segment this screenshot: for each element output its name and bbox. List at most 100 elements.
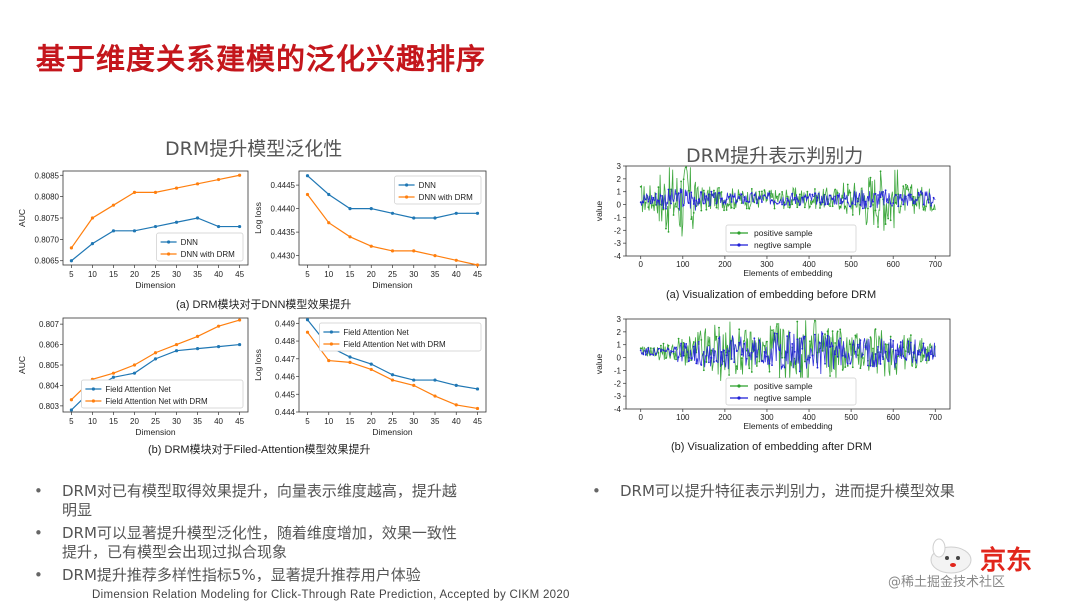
data-point <box>791 203 794 206</box>
data-point <box>237 173 242 177</box>
data-point <box>904 183 907 186</box>
y-tick-label: 0.4440 <box>271 205 296 214</box>
data-point <box>829 375 831 377</box>
bullet-item: DRM可以显著提升模型泛化性，随着维度增加，效果一致性提升，已有模型会出现过拟合… <box>32 524 462 562</box>
right-bullet-list: DRM可以提升特征表示判别力，进而提升模型效果 <box>590 482 1010 505</box>
dnn-auc-chart: 5 10 15 20 25 30 35 40 45 0.8065 0.8070 0.8075 0.808… <box>17 170 249 290</box>
data-point <box>750 188 753 190</box>
data-point <box>907 194 910 197</box>
data-point <box>854 334 857 337</box>
data-point <box>856 200 859 203</box>
data-point <box>907 340 910 343</box>
data-point <box>715 202 718 205</box>
data-point <box>90 242 95 246</box>
x-tick-label: 20 <box>130 270 139 279</box>
data-point <box>917 191 920 194</box>
data-point <box>909 193 912 196</box>
data-point <box>670 350 672 352</box>
data-point <box>874 209 877 212</box>
caption-dnn: (a) DRM模块对于DNN模型效果提升 <box>176 299 352 311</box>
data-point <box>652 354 655 356</box>
x-tick-label: 0 <box>639 413 644 422</box>
x-tick-label: 500 <box>844 413 858 422</box>
data-point <box>700 339 703 341</box>
data-point <box>90 216 95 220</box>
data-point <box>846 201 849 204</box>
x-tick-label: 25 <box>151 270 160 279</box>
data-point <box>682 204 685 207</box>
legend-box <box>319 322 482 352</box>
data-point <box>735 365 738 368</box>
data-point <box>892 340 895 342</box>
data-point <box>710 349 713 352</box>
data-point <box>808 193 811 196</box>
data-point <box>728 374 730 376</box>
x-tick-label: 600 <box>887 413 901 422</box>
data-point <box>793 350 796 353</box>
data-point <box>695 199 698 202</box>
legend-marker <box>167 252 171 256</box>
data-point <box>834 353 837 356</box>
data-point <box>740 353 743 356</box>
y-tick-label: -1 <box>614 213 622 222</box>
x-axis-label: Elements of embedding <box>743 268 833 278</box>
data-point <box>788 203 791 206</box>
y-tick-label: -1 <box>614 366 622 375</box>
data-point <box>745 207 748 210</box>
data-point <box>796 206 799 209</box>
data-point <box>803 206 806 209</box>
data-point <box>791 192 794 195</box>
data-point <box>685 166 688 169</box>
data-point <box>111 203 116 207</box>
data-point <box>174 342 179 347</box>
data-point <box>639 201 642 204</box>
y-tick-label: 0.8080 <box>35 193 60 202</box>
data-point <box>798 204 801 206</box>
data-point <box>867 364 869 367</box>
data-point <box>677 192 680 195</box>
data-point <box>874 328 877 330</box>
data-point <box>390 378 395 382</box>
data-point <box>348 355 352 359</box>
data-point <box>680 191 683 194</box>
data-point <box>665 207 667 210</box>
legend-label: positive sample <box>754 228 813 238</box>
data-point <box>796 338 799 341</box>
data-point <box>690 191 693 194</box>
x-tick-label: 10 <box>324 417 333 426</box>
caption-field-attention: (b) DRM模块对于Filed-Attention模型效果提升 <box>148 444 371 456</box>
data-point <box>768 192 771 195</box>
fan-auc-chart: 5 10 15 20 25 30 35 40 45 0.803 0.804 0.805 0.806 0.8… <box>17 317 249 437</box>
data-point <box>879 363 882 365</box>
data-point <box>690 357 693 360</box>
data-point <box>667 344 670 347</box>
data-point <box>869 336 872 339</box>
data-point <box>771 199 773 202</box>
data-point <box>899 341 902 343</box>
data-point <box>867 207 869 210</box>
legend-label: Field Attention Net with DRM <box>343 340 446 349</box>
data-point <box>897 355 900 357</box>
data-point <box>909 186 912 189</box>
data-point <box>778 349 781 352</box>
data-point <box>776 202 778 205</box>
data-point <box>849 191 852 194</box>
bullet-item: DRM可以提升特征表示判别力，进而提升模型效果 <box>590 482 1010 501</box>
data-point <box>665 350 667 352</box>
y-tick-label: 0.446 <box>275 373 296 382</box>
x-tick-label: 30 <box>409 270 418 279</box>
data-point <box>889 335 892 338</box>
data-point <box>927 201 930 204</box>
data-point <box>675 358 677 361</box>
right-section-title: DRM提升表示判别力 <box>686 145 864 167</box>
data-point <box>887 201 890 204</box>
x-tick-label: 25 <box>388 417 397 426</box>
data-point <box>904 350 907 352</box>
legend-box <box>81 379 244 409</box>
data-point <box>872 347 874 350</box>
x-tick-label: 45 <box>235 270 244 279</box>
data-point <box>839 337 842 340</box>
data-point <box>877 226 879 228</box>
data-point <box>786 335 789 338</box>
data-point <box>685 343 688 345</box>
